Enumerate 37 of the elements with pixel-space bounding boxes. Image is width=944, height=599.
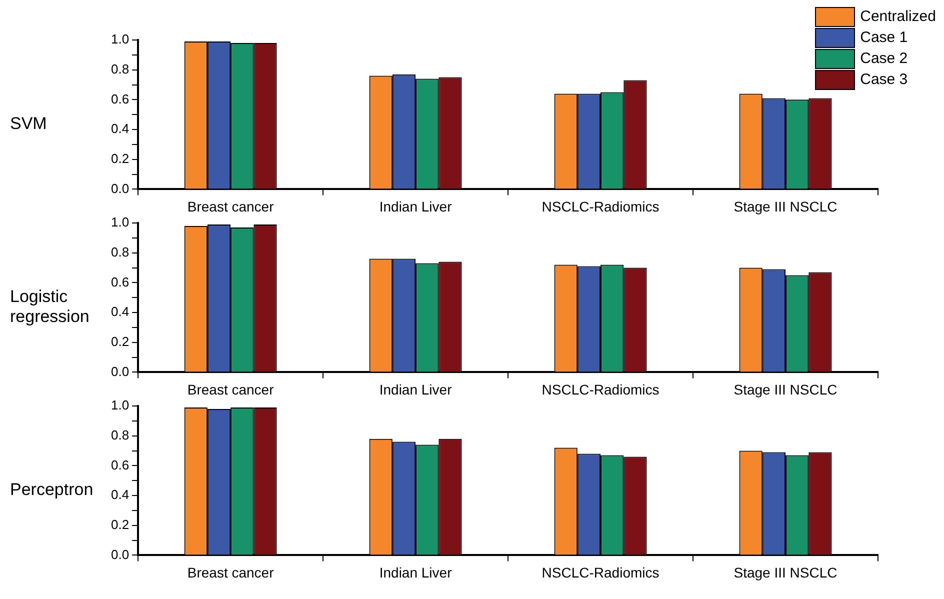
- y-tick-label: 0.6: [110, 274, 130, 290]
- y-tick-label: 0.2: [110, 334, 130, 349]
- y-tick-label: 0.0: [110, 180, 130, 196]
- x-tick-label: Indian Liver: [379, 381, 452, 398]
- y-tick-label: 1.0: [110, 32, 130, 47]
- y-tick-label: 0.8: [110, 427, 130, 442]
- y-tick-label: 1.0: [110, 214, 130, 230]
- y-tick-label: 0.0: [110, 364, 130, 379]
- y-tick-label: 0.0: [110, 546, 130, 562]
- legend-label: Case 2: [860, 50, 908, 67]
- x-tick-label: Breast cancer: [187, 198, 274, 214]
- y-tick-label: 0.4: [110, 121, 130, 136]
- x-tick-label: Indian Liver: [379, 564, 452, 580]
- legend-label: Case 3: [860, 71, 908, 88]
- y-tick-label: 0.8: [110, 61, 130, 76]
- y-axis-title: Logistic regression: [10, 287, 90, 327]
- y-tick-label: 0.2: [110, 516, 130, 532]
- y-tick-label: 0.4: [110, 304, 130, 320]
- x-tick-label: Stage III NSCLC: [734, 564, 838, 580]
- x-tick-label: Indian Liver: [379, 198, 452, 214]
- x-tick-label: Stage III NSCLC: [734, 198, 838, 214]
- y-tick-label: 0.2: [110, 150, 130, 166]
- y-tick-label: 0.6: [110, 457, 130, 472]
- y-tick-label: 0.8: [110, 244, 130, 260]
- y-axis-title: SVM: [10, 114, 47, 134]
- x-tick-label: NSCLC-Radiomics: [542, 381, 660, 398]
- x-tick-label: NSCLC-Radiomics: [542, 564, 660, 580]
- x-tick-label: Stage III NSCLC: [734, 381, 838, 398]
- y-axis-title: Perceptron: [10, 480, 94, 500]
- x-tick-label: NSCLC-Radiomics: [542, 198, 660, 214]
- legend-label: Case 1: [860, 29, 908, 46]
- legend-label: Centralized: [860, 8, 936, 25]
- y-tick-label: 0.4: [110, 487, 130, 502]
- x-tick-label: Breast cancer: [187, 564, 274, 580]
- y-tick-label: 1.0: [110, 398, 130, 413]
- x-tick-label: Breast cancer: [187, 381, 274, 398]
- y-tick-label: 0.6: [110, 91, 130, 106]
